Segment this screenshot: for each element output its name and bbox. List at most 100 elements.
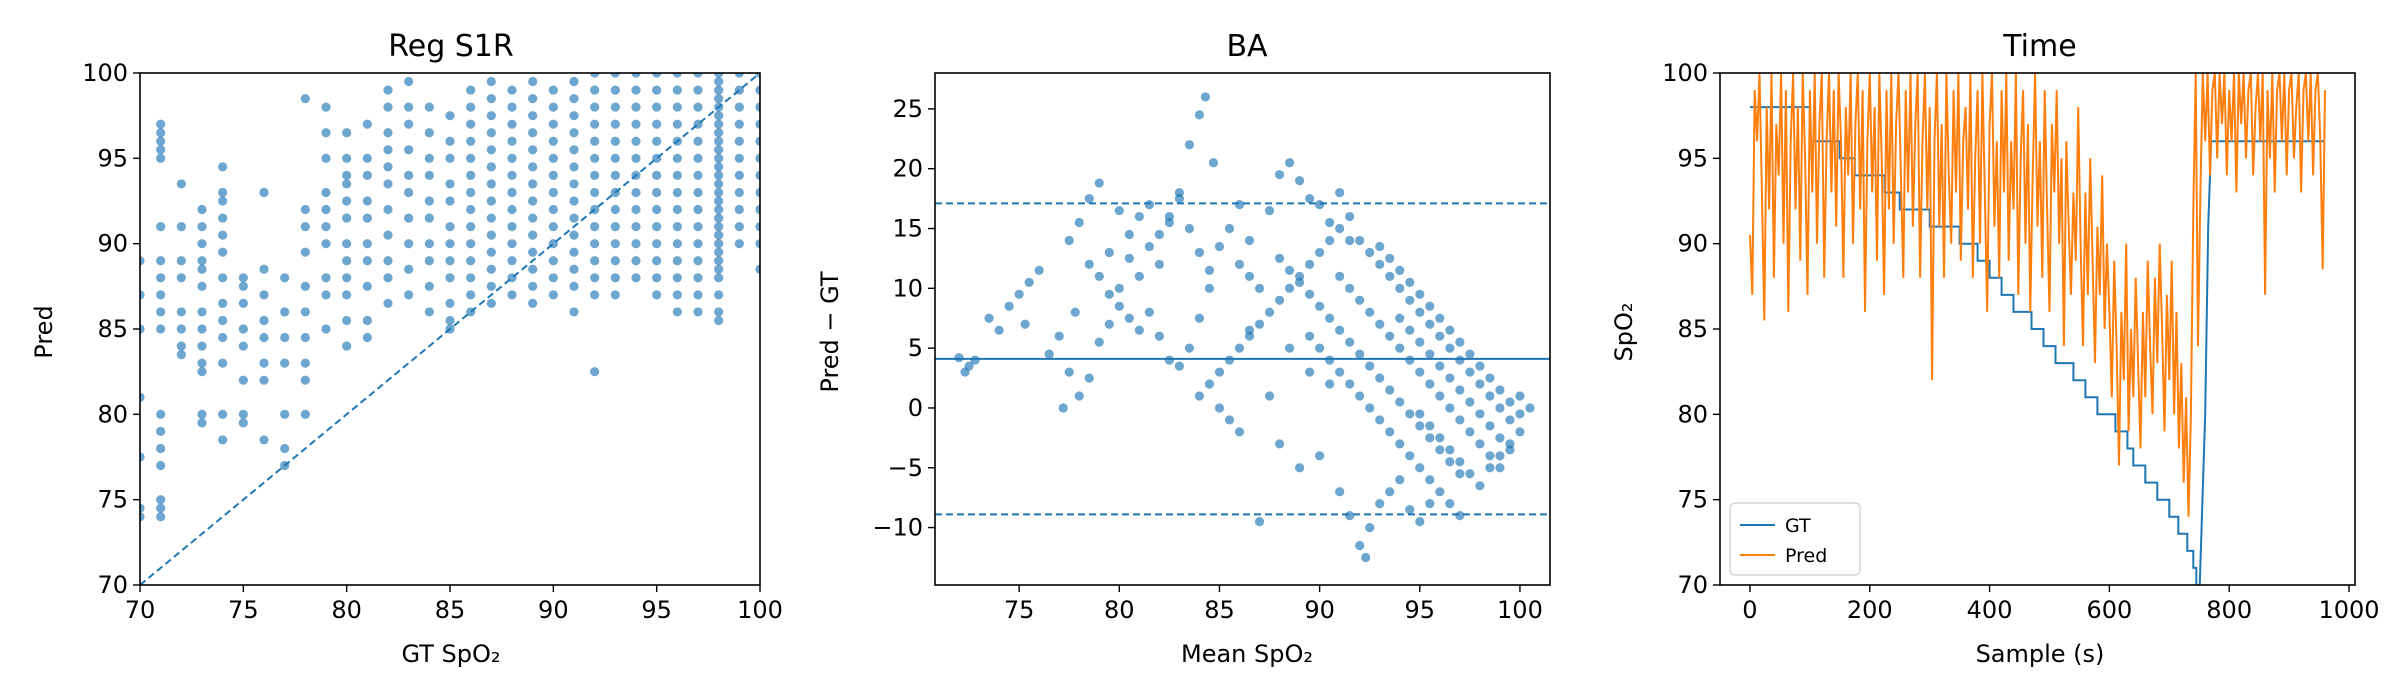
data-point <box>714 264 724 274</box>
data-point <box>218 409 228 419</box>
data-point <box>1425 499 1435 509</box>
data-point <box>1284 283 1295 293</box>
data-point <box>1315 343 1325 353</box>
data-point <box>156 495 166 505</box>
data-point <box>321 324 331 334</box>
data-point <box>1425 319 1435 329</box>
data-point <box>321 222 331 232</box>
data-point <box>734 170 744 180</box>
data-point <box>197 239 207 249</box>
data-point <box>486 281 496 291</box>
data-point <box>280 409 290 419</box>
x-tick-label: 75 <box>1004 596 1035 624</box>
data-point <box>1455 511 1465 521</box>
data-point <box>197 409 207 419</box>
data-point <box>445 315 455 326</box>
data-point <box>1234 259 1245 270</box>
data-point <box>321 102 331 112</box>
data-point <box>1164 355 1174 365</box>
data-point <box>156 307 166 317</box>
data-point <box>1405 505 1415 515</box>
data-point <box>1104 289 1114 299</box>
data-point <box>631 102 641 112</box>
data-point <box>404 187 414 198</box>
data-point <box>280 307 290 317</box>
bland-altman-panel: BA Mean SpO₂ Pred − GT 75 80 85 90 95 100−10−… <box>816 29 1551 668</box>
data-point <box>342 315 352 326</box>
data-point <box>1395 439 1405 449</box>
data-point <box>1405 355 1415 365</box>
data-point <box>424 170 434 180</box>
data-point <box>1274 439 1285 449</box>
data-point <box>218 435 228 445</box>
data-point <box>714 128 724 138</box>
data-point <box>424 196 434 206</box>
data-point <box>755 136 760 146</box>
data-point <box>1525 403 1535 413</box>
data-point <box>445 179 455 189</box>
data-point <box>714 273 724 283</box>
data-point <box>1395 313 1405 323</box>
data-point <box>528 179 538 189</box>
data-point <box>1495 433 1505 443</box>
data-point <box>1144 241 1154 252</box>
data-point <box>1074 391 1084 401</box>
data-point <box>1455 469 1465 479</box>
data-point <box>714 119 724 129</box>
data-point <box>445 111 455 121</box>
data-point <box>507 119 517 129</box>
data-point <box>631 239 641 249</box>
data-point <box>610 256 620 266</box>
data-point <box>1234 427 1245 437</box>
data-point <box>321 187 331 198</box>
data-point <box>342 128 352 138</box>
data-point <box>1455 457 1465 467</box>
data-point <box>486 196 496 206</box>
data-point <box>652 85 662 95</box>
data-point <box>1385 427 1395 437</box>
data-point <box>1345 211 1355 222</box>
data-point <box>714 145 724 155</box>
data-point <box>693 307 703 317</box>
data-point <box>1094 337 1104 347</box>
data-point <box>1054 331 1064 341</box>
data-point <box>300 204 310 215</box>
data-point <box>652 256 662 266</box>
data-point <box>156 119 166 129</box>
data-point <box>610 85 620 95</box>
data-point <box>1284 265 1295 275</box>
y-tick-label: 75 <box>1677 486 1708 514</box>
data-point <box>1415 463 1425 473</box>
data-point <box>140 503 145 513</box>
data-point <box>714 187 724 198</box>
data-point <box>424 239 434 249</box>
data-point <box>424 128 434 138</box>
data-point <box>507 85 517 95</box>
data-point <box>714 213 724 223</box>
data-point <box>1435 313 1445 323</box>
y-tick-label: 10 <box>892 274 923 302</box>
plot-area <box>935 92 1550 563</box>
data-point <box>197 418 207 428</box>
data-point <box>342 341 352 351</box>
data-point <box>714 136 724 146</box>
data-point <box>672 239 682 249</box>
data-point <box>404 145 414 155</box>
data-point <box>342 239 352 249</box>
x-tick-label: 75 <box>228 596 259 624</box>
data-point <box>1164 211 1174 222</box>
time-y-label: SpO₂ <box>1610 303 1638 362</box>
data-point <box>1254 516 1265 527</box>
data-point <box>1395 265 1405 275</box>
data-point <box>259 187 269 198</box>
data-point <box>714 153 724 163</box>
data-point <box>1264 205 1275 216</box>
data-point <box>1244 235 1255 246</box>
y-tick-label: 80 <box>97 400 128 428</box>
data-point <box>445 136 455 146</box>
data-point <box>238 341 248 351</box>
data-point <box>362 196 372 206</box>
data-point <box>445 298 455 308</box>
data-point <box>321 204 331 215</box>
